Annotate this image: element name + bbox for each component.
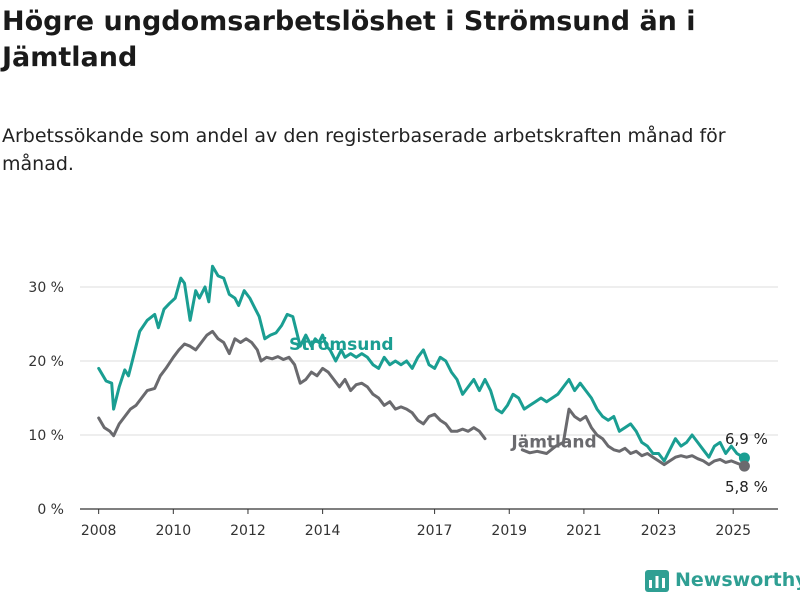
y-tick-label: 0 %: [37, 502, 64, 518]
y-tick-label: 20 %: [28, 354, 64, 370]
x-tick-label: 2019: [491, 523, 527, 539]
x-tick-label: 2014: [305, 523, 341, 539]
x-tick-label: 2012: [230, 523, 266, 539]
x-tick-label: 2008: [81, 523, 117, 539]
newsworthy-icon: [645, 570, 669, 592]
x-tick-label: 2023: [641, 523, 677, 539]
x-tick-label: 2017: [417, 523, 453, 539]
series-label-jamtland: Jämtland: [510, 433, 596, 453]
series-label-stromsund: Strömsund: [289, 335, 394, 355]
newsworthy-logo: Newsworthy: [645, 568, 800, 592]
chart-subtitle: Arbetssökande som andel av den registerb…: [2, 125, 726, 175]
chart-title: Högre ungdomsarbetslöshet i Strömsund än…: [2, 6, 696, 73]
brand-name: Newsworthy: [675, 569, 800, 591]
y-tick-label: 10 %: [28, 428, 64, 444]
end-point-jamtland: [738, 460, 750, 472]
line-chart: 0 % 10 % 20 % 30 % 2008 2010 2012 2014 2017 2019 2…: [28, 264, 778, 539]
end-label-jamtland: 5,8 %: [725, 478, 768, 496]
series-line-jamtland: [520, 407, 746, 468]
end-label-stromsund: 6,9 %: [725, 430, 768, 448]
series-line-jamtland: [97, 329, 487, 441]
series-line-stromsund: [97, 264, 746, 463]
end-point-stromsund: [738, 452, 750, 464]
y-tick-label: 30 %: [28, 280, 64, 296]
x-tick-label: 2025: [715, 523, 751, 539]
x-tick-label: 2010: [155, 523, 191, 539]
x-tick-label: 2021: [566, 523, 602, 539]
